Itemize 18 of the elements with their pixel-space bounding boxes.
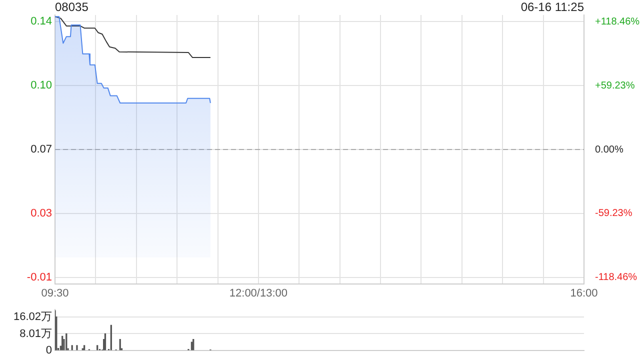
chart-title: 08035	[55, 0, 88, 14]
text: 06-16 11:25	[520, 0, 584, 14]
y-tick-label: 0.07	[30, 144, 52, 156]
y-tick-label: -0.01	[26, 271, 52, 284]
y2-tick-label: -59.23%	[595, 208, 632, 220]
x-tick-label: 12:00/13:00	[229, 288, 288, 300]
y-tick-label: 8.01万	[20, 328, 52, 340]
y2-tick-label: 0.00%	[595, 144, 624, 156]
y2-tick-label: +59.23%	[595, 80, 635, 92]
x-tick-label: 16:00	[570, 288, 598, 300]
y2-tick-label: +118.46%	[595, 16, 640, 28]
x-tick-label: 09:30	[41, 288, 69, 300]
y2-tick-label: -118.46%	[595, 272, 638, 284]
y-tick-label: 0.03	[30, 207, 52, 220]
y-tick-label: 16.02万	[13, 311, 52, 324]
y-tick-label: 0.14	[30, 16, 52, 28]
y-tick-label: 0	[46, 344, 52, 356]
y-tick-label: 0.10	[30, 80, 52, 92]
